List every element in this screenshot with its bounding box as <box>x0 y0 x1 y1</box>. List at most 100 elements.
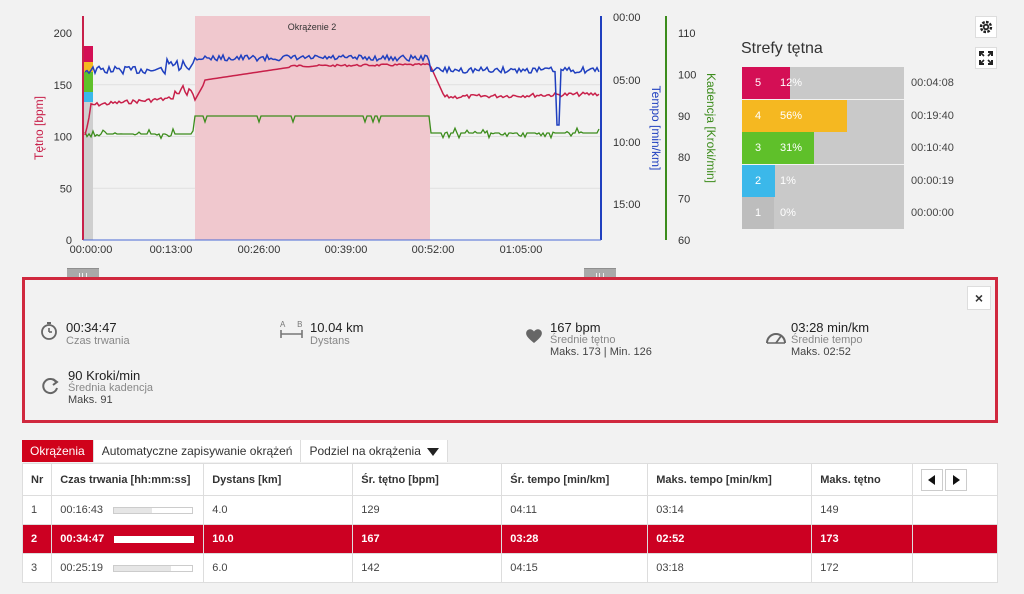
stopwatch-icon <box>41 322 57 340</box>
lap-avg-hr-text: 167 <box>361 533 380 545</box>
col-distance[interactable]: Dystans [km] <box>203 463 354 496</box>
distance-icon: A B <box>280 320 304 342</box>
row-spacer <box>912 495 998 525</box>
lap-max-hr-text: 172 <box>820 562 839 574</box>
hr-max-min: Maks. 173 | Min. 126 <box>550 346 652 358</box>
lap-distance-text: 4.0 <box>212 504 228 516</box>
lap-distance: 4.0 <box>203 495 354 525</box>
duration-label: Czas trwania <box>66 335 130 347</box>
lap-distance-text: 10.0 <box>212 533 234 545</box>
tempo-axis-title: Tempo [min/km] <box>649 86 663 171</box>
speedometer-icon <box>766 333 786 344</box>
cadence-tick-label: 80 <box>678 152 690 164</box>
hr-axis-ticks: 200 150 100 50 0 <box>54 28 72 247</box>
table-row[interactable]: 2 00:34:47 10.0 167 03:28 02:52 173 <box>21 524 998 554</box>
fullscreen-button[interactable] <box>975 47 997 69</box>
col-max-tempo[interactable]: Maks. tempo [min/km] <box>647 463 813 496</box>
lap-avg-tempo: 03:28 <box>501 524 649 554</box>
heart-rate-line <box>84 62 600 136</box>
close-button[interactable]: × <box>967 286 991 310</box>
zone-percent: 1% <box>780 174 796 187</box>
lap-max-tempo-text: 03:14 <box>656 504 684 516</box>
tab-laps[interactable]: Okrążenia <box>22 440 94 462</box>
lap-number-text: 3 <box>31 562 38 574</box>
lap-max-tempo: 03:18 <box>647 553 813 583</box>
zone-strip-5 <box>83 46 93 62</box>
lap-max-tempo: 03:14 <box>647 495 813 525</box>
duration-bar-fill <box>114 565 171 571</box>
time-axis-ticks: 00:00:00 00:13:00 00:26:00 00:39:00 00:52:00… <box>70 244 543 256</box>
avg-cadence-label: Średnia kadencja <box>68 382 154 394</box>
col-duration[interactable]: Czas trwania [hh:mm:ss] <box>51 463 205 496</box>
lap-max-hr: 149 <box>811 495 914 525</box>
cadence-tick-label: 100 <box>678 69 696 81</box>
zone-strip-3 <box>83 72 93 92</box>
zone-row-1: 1 0% <box>742 197 904 229</box>
settings-button[interactable] <box>975 16 997 38</box>
lap-max-tempo-text: 03:18 <box>656 562 684 574</box>
cadence-axis-title: Kadencja [Kroki/min] <box>704 73 718 183</box>
table-row[interactable]: 1 00:16:43 4.0 129 04:11 03:14 149 <box>21 495 998 525</box>
tempo-tick-label: 05:00 <box>613 75 641 87</box>
activity-chart[interactable]: Okrążenie 2 200 150 100 50 0 00:00 05:00 10:00… <box>0 0 740 262</box>
col-max-hr[interactable]: Maks. tętno <box>811 463 914 496</box>
zone-bar-fill <box>774 67 790 99</box>
scroll-right-button[interactable] <box>945 468 968 491</box>
col-avg-hr[interactable]: Śr. tętno [bpm] <box>352 463 503 496</box>
scroll-left-button[interactable] <box>921 468 944 491</box>
laps-table: Nr Czas trwania [hh:mm:ss] Dystans [km] … <box>21 463 998 583</box>
table-row[interactable]: 3 00:25:19 6.0 142 04:15 03:18 172 <box>21 553 998 583</box>
lap-duration-text: 00:25:19 <box>60 562 104 574</box>
zone-strip-2 <box>83 92 93 102</box>
tab-split-laps[interactable]: Podziel na okrążenia <box>301 440 448 462</box>
lap-duration-text: 00:34:47 <box>60 533 105 545</box>
zone-number: 3 <box>742 132 774 164</box>
zone-time: 00:00:19 <box>911 174 954 187</box>
tab-split-laps-label: Podziel na okrążenia <box>309 444 421 458</box>
col-avg-tempo[interactable]: Śr. tempo [min/km] <box>501 463 649 496</box>
caret-left-icon <box>928 474 936 485</box>
lap-summary-panel: × 00:34:47 Czas trwania A B 10.04 km <box>22 277 998 423</box>
tempo-line <box>84 53 600 126</box>
heart-icon <box>526 329 542 343</box>
lap-max-tempo: 02:52 <box>647 524 813 554</box>
col-nr[interactable]: Nr <box>21 463 53 496</box>
zone-time: 00:00:00 <box>911 207 954 219</box>
zone-row-5: 5 12% <box>742 67 904 99</box>
cadence-tick-label: 70 <box>678 194 690 206</box>
lap-avg-tempo: 04:11 <box>501 495 649 525</box>
tab-auto-laps[interactable]: Automatyczne zapisywanie okrążeń <box>93 440 302 462</box>
cadence-tick-label: 110 <box>678 28 696 40</box>
zone-time: 00:19:40 <box>911 109 954 122</box>
lap-duration: 00:16:43 <box>51 495 205 525</box>
lap-avg-hr: 167 <box>352 524 503 554</box>
zone-number: 2 <box>742 164 774 197</box>
hr-axis-title: Tętno [bpm] <box>32 96 46 160</box>
hr-tick-label: 100 <box>54 132 72 144</box>
time-tick-label: 01:05:00 <box>500 244 543 256</box>
lap-avg-hr: 129 <box>352 495 503 525</box>
lap-avg-hr-text: 142 <box>361 562 380 574</box>
zone-time: 00:04:08 <box>911 77 954 89</box>
lap-distance-text: 6.0 <box>212 562 228 574</box>
time-tick-label: 00:52:00 <box>412 244 455 256</box>
lap-duration: 00:25:19 <box>51 553 205 583</box>
zone-percent: 31% <box>780 142 803 154</box>
avg-cadence-value: 90 Kroki/min <box>68 368 141 383</box>
caret-down-icon <box>426 447 439 456</box>
zone-percent: 56% <box>780 109 803 122</box>
tempo-tick-label: 10:00 <box>613 137 641 149</box>
caret-right-icon <box>953 474 961 485</box>
row-spacer <box>912 553 998 583</box>
lap-highlight[interactable] <box>195 16 430 240</box>
avg-hr-value: 167 bpm <box>550 320 601 335</box>
col-nav <box>912 463 998 496</box>
avg-tempo-value: 03:28 min/km <box>791 320 870 335</box>
distance-value: 10.04 km <box>310 320 364 335</box>
heart-rate-zones-title: Strefy tętna <box>741 40 823 57</box>
hr-tick-label: 150 <box>54 80 72 92</box>
duration-value: 00:34:47 <box>66 320 117 335</box>
zone-row-3: 3 31% <box>742 132 904 164</box>
lap-avg-tempo-text: 03:28 <box>510 533 539 545</box>
